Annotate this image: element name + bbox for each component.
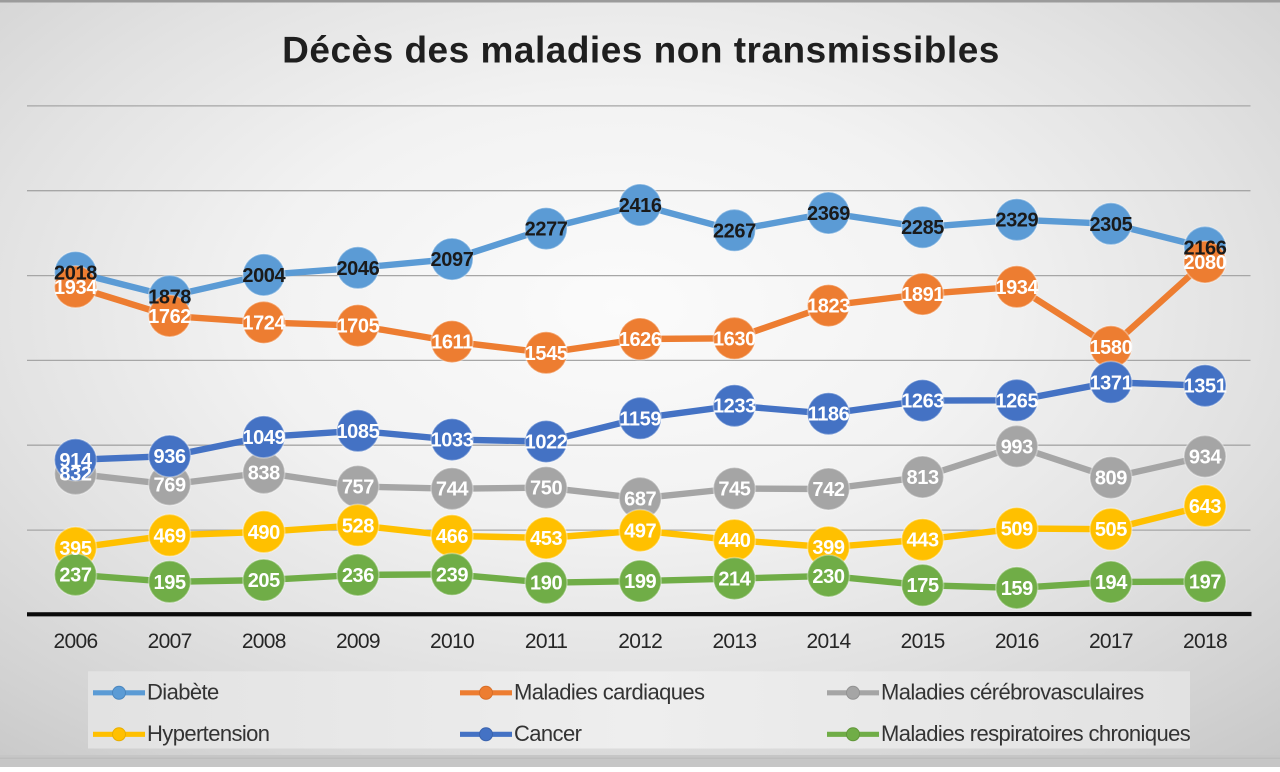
svg-text:239: 239 [436, 564, 468, 586]
svg-text:1630: 1630 [713, 328, 756, 350]
svg-text:2329: 2329 [995, 210, 1038, 232]
svg-text:2277: 2277 [525, 219, 568, 241]
svg-text:769: 769 [154, 474, 186, 496]
svg-text:469: 469 [154, 525, 186, 547]
svg-text:757: 757 [342, 477, 374, 499]
svg-text:1934: 1934 [54, 277, 98, 299]
svg-text:2017: 2017 [1089, 630, 1133, 653]
svg-text:2010: 2010 [430, 630, 474, 653]
svg-text:509: 509 [1001, 519, 1033, 541]
svg-text:2016: 2016 [995, 630, 1039, 653]
svg-text:1611: 1611 [431, 332, 473, 354]
svg-text:2013: 2013 [712, 630, 756, 653]
svg-text:443: 443 [907, 530, 939, 552]
svg-text:Maladies cérébrovasculaires: Maladies cérébrovasculaires [881, 680, 1144, 705]
svg-text:1823: 1823 [807, 296, 850, 318]
svg-text:2015: 2015 [901, 630, 945, 653]
svg-text:2004: 2004 [242, 265, 286, 287]
svg-text:2416: 2416 [619, 195, 662, 217]
svg-text:643: 643 [1189, 496, 1221, 518]
svg-text:453: 453 [530, 528, 562, 550]
svg-text:395: 395 [59, 538, 91, 560]
svg-text:744: 744 [436, 479, 469, 501]
svg-text:190: 190 [530, 573, 562, 595]
svg-text:1186: 1186 [808, 404, 850, 426]
svg-text:1545: 1545 [525, 343, 568, 365]
svg-text:745: 745 [718, 479, 750, 501]
svg-text:2014: 2014 [807, 630, 852, 653]
svg-text:1085: 1085 [336, 421, 379, 443]
svg-text:1724: 1724 [242, 312, 286, 334]
svg-text:2369: 2369 [807, 203, 850, 225]
svg-text:197: 197 [1189, 572, 1221, 594]
svg-text:2011: 2011 [525, 630, 567, 653]
svg-text:1891: 1891 [901, 284, 944, 306]
svg-text:813: 813 [907, 467, 939, 489]
svg-text:466: 466 [436, 526, 468, 548]
svg-text:914: 914 [59, 450, 92, 472]
svg-text:Cancer: Cancer [514, 721, 582, 746]
svg-text:1351: 1351 [1184, 376, 1227, 398]
svg-text:490: 490 [248, 522, 280, 544]
svg-text:809: 809 [1095, 468, 1127, 490]
svg-text:Maladies cardiaques: Maladies cardiaques [514, 680, 705, 705]
svg-text:687: 687 [624, 488, 656, 510]
svg-text:2046: 2046 [336, 258, 379, 280]
svg-text:175: 175 [907, 575, 939, 597]
svg-text:934: 934 [1189, 446, 1222, 468]
svg-text:2080: 2080 [1184, 252, 1227, 274]
svg-text:2097: 2097 [431, 249, 474, 271]
svg-text:2267: 2267 [713, 220, 756, 242]
svg-text:399: 399 [812, 537, 844, 559]
svg-text:2018: 2018 [1183, 630, 1227, 653]
svg-text:497: 497 [624, 521, 656, 543]
svg-text:159: 159 [1001, 578, 1033, 600]
svg-text:237: 237 [59, 565, 91, 587]
svg-text:2285: 2285 [901, 217, 944, 239]
svg-text:195: 195 [154, 572, 186, 594]
svg-text:199: 199 [624, 571, 656, 593]
svg-text:Diabète: Diabète [147, 680, 219, 705]
svg-text:1159: 1159 [619, 408, 661, 430]
svg-text:2006: 2006 [54, 630, 98, 653]
svg-text:1233: 1233 [713, 396, 756, 418]
svg-text:1022: 1022 [525, 432, 568, 454]
svg-text:Hypertension: Hypertension [147, 721, 269, 746]
svg-text:2007: 2007 [148, 630, 192, 653]
svg-text:1934: 1934 [995, 277, 1039, 299]
svg-text:2305: 2305 [1089, 214, 1132, 236]
svg-text:936: 936 [154, 446, 186, 468]
svg-text:1049: 1049 [242, 427, 285, 449]
svg-text:194: 194 [1095, 572, 1128, 594]
svg-text:1705: 1705 [336, 316, 379, 338]
svg-text:214: 214 [718, 569, 751, 591]
svg-text:750: 750 [530, 478, 562, 500]
svg-text:2009: 2009 [336, 630, 380, 653]
svg-text:838: 838 [248, 463, 280, 485]
svg-text:993: 993 [1001, 436, 1033, 458]
svg-text:2012: 2012 [618, 630, 662, 653]
svg-text:1265: 1265 [995, 390, 1038, 412]
svg-text:1580: 1580 [1089, 337, 1132, 359]
svg-text:Maladies respiratoires chroniq: Maladies respiratoires chroniques [881, 721, 1191, 746]
svg-text:1033: 1033 [431, 430, 474, 452]
svg-text:Décès des maladies non transmi: Décès des maladies non transmissibles [282, 30, 1000, 71]
svg-text:505: 505 [1095, 519, 1127, 541]
svg-text:1762: 1762 [148, 306, 191, 328]
svg-text:230: 230 [812, 566, 844, 588]
svg-text:205: 205 [248, 570, 280, 592]
svg-text:2008: 2008 [242, 630, 286, 653]
svg-text:440: 440 [718, 530, 750, 552]
svg-text:742: 742 [812, 479, 844, 501]
svg-text:1371: 1371 [1089, 372, 1132, 394]
svg-text:528: 528 [342, 515, 374, 537]
svg-text:236: 236 [342, 565, 374, 587]
svg-text:1626: 1626 [619, 329, 662, 351]
svg-text:1263: 1263 [901, 391, 944, 413]
